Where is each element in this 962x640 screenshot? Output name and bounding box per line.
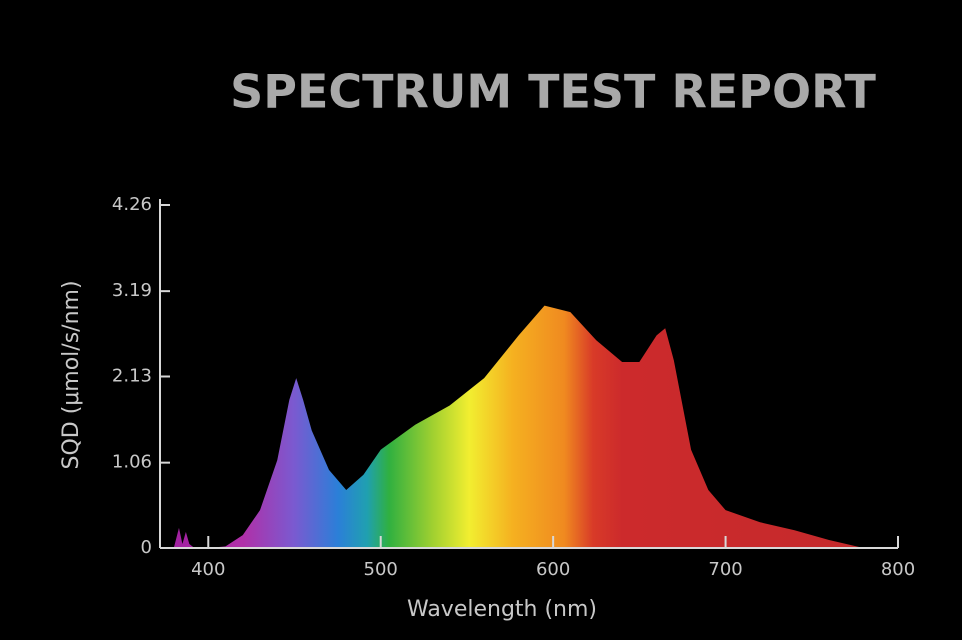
x-tick-label: 600 (536, 559, 570, 580)
y-tick-label: 3.19 (112, 280, 152, 301)
x-tick-label: 500 (364, 559, 398, 580)
x-tick-label: 400 (191, 559, 225, 580)
x-axis-label: Wavelength (nm) (407, 597, 597, 622)
y-tick-label: 1.06 (112, 452, 152, 473)
y-tick-label: 4.26 (112, 194, 152, 215)
spectrum-area (173, 305, 864, 548)
y-tick-label: 2.13 (112, 366, 152, 387)
chart-title: SPECTRUM TEST REPORT (230, 65, 876, 119)
y-axis-label: SQD (μmol/s/nm) (59, 280, 84, 469)
x-tick-label: 800 (881, 559, 915, 580)
y-tick-label: 0 (141, 537, 152, 558)
x-tick-label: 700 (708, 559, 742, 580)
